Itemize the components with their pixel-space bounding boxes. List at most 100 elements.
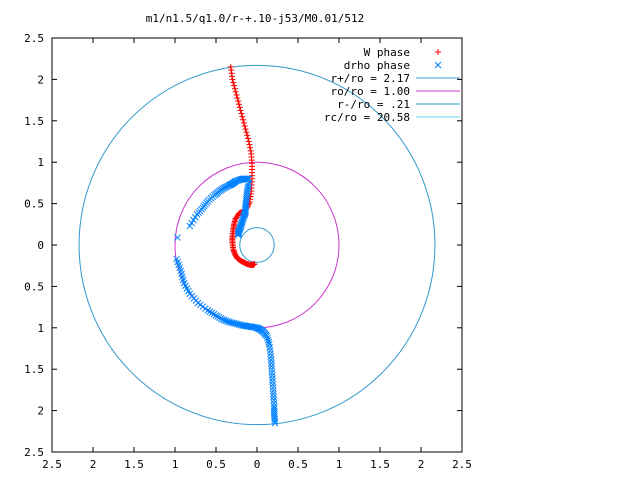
drho-phase-point: [270, 400, 278, 407]
drho-phase-point: [235, 229, 242, 237]
w-phase-point: [229, 76, 236, 83]
drho-phase-point: [188, 219, 195, 227]
drho-phase-point: [234, 177, 242, 184]
drho-phase-point: [265, 338, 273, 346]
y-tick-label: 2.5: [24, 446, 44, 459]
circle-4: [239, 227, 275, 263]
w-phase-point: [247, 147, 254, 154]
y-tick-label: 2: [37, 73, 44, 86]
w-phase-point: [240, 116, 247, 123]
drho-phase-point: [191, 213, 199, 221]
w-phase-point: [235, 98, 242, 105]
circle-2: [78, 64, 436, 426]
drho-phase-point: [210, 310, 218, 318]
x-tick-label: 1: [172, 458, 179, 471]
y-tick-label: 2: [37, 405, 44, 418]
w-phase-point: [251, 261, 258, 268]
legend-label: r+/ro = 2.17: [331, 72, 410, 85]
w-phase-point: [245, 138, 252, 145]
w-phase-point: [247, 144, 254, 151]
drho-phase-point: [236, 176, 243, 184]
drho-phase-point: [269, 375, 276, 382]
x-tick-label: 0.5: [288, 458, 308, 471]
drho-phase-point: [268, 362, 275, 370]
drho-phase-point: [268, 372, 276, 379]
drho-phase-point: [271, 419, 279, 427]
w-phase-point: [232, 88, 239, 95]
x-tick-label: 2.5: [42, 458, 62, 471]
w-phase-point: [231, 85, 238, 92]
drho-phase-point: [190, 216, 197, 224]
drho-phase-point: [206, 308, 214, 316]
drho-phase-point: [186, 222, 194, 230]
drho-phase-point: [234, 230, 242, 238]
drho-phase-point: [234, 231, 242, 239]
axis-ticks: 2.5 2 1.5 1 0.5 0 0.5 1 1.5 2 2.52.521.510.500.511…: [24, 32, 472, 471]
w-phase-point: [233, 214, 240, 221]
drho-phase-point: [264, 334, 271, 342]
y-tick-label: 0.5: [24, 198, 44, 211]
w-phase-point: [239, 113, 246, 120]
drho-phase-point: [204, 307, 212, 314]
drho-phase-point: [268, 365, 276, 373]
legend-marker: [434, 61, 442, 69]
drho-phase-point: [269, 384, 277, 392]
w-phase-point: [240, 119, 247, 126]
drho-phase-point: [268, 368, 276, 376]
phase-markers: [173, 63, 279, 427]
circle-3: [174, 161, 340, 329]
x-tick-label: 2: [418, 458, 425, 471]
chart-title: m1/n1.5/q1.0/r-+.10-j53/M0.01/512: [146, 12, 365, 25]
y-tick-label: 0: [37, 239, 44, 252]
w-phase-point: [242, 126, 249, 133]
w-phase-point: [237, 107, 244, 114]
legend-label: drho phase: [344, 59, 410, 72]
x-tick-label: 1.5: [124, 458, 144, 471]
w-phase-point: [234, 95, 241, 102]
x-tick-label: 0: [254, 458, 261, 471]
x-tick-label: 0.5: [206, 458, 226, 471]
w-phase-point: [231, 82, 238, 89]
drho-phase-point: [267, 356, 275, 364]
drho-phase-point: [270, 393, 277, 401]
y-tick-label: 1.5: [24, 115, 44, 128]
w-phase-point: [244, 132, 251, 139]
drho-phase-point: [269, 387, 277, 395]
legend-label: ro/ro = 1.00: [331, 85, 410, 98]
w-phase-point: [241, 122, 248, 129]
w-phase-point: [233, 91, 240, 98]
y-tick-label: 1: [37, 156, 44, 169]
drho-phase-point: [264, 336, 272, 344]
drho-phase-point: [269, 381, 277, 389]
legend-label: rc/ro = 20.58: [324, 111, 410, 124]
legend-label: r-/ro = .21: [337, 98, 410, 111]
drho-phase-point: [193, 211, 201, 218]
drho-phase-point: [267, 359, 275, 367]
w-phase-point: [230, 79, 237, 86]
drho-phase-point: [263, 332, 271, 340]
drho-phase-point: [271, 417, 279, 425]
drho-phase-point: [270, 396, 278, 404]
w-phase-point: [236, 104, 243, 111]
legend-label: W phase: [364, 46, 410, 59]
x-tick-label: 1: [336, 458, 343, 471]
w-phase-point: [246, 141, 253, 148]
drho-phase-point: [270, 390, 277, 398]
w-phase-point: [244, 135, 251, 142]
y-tick-label: 1.5: [24, 363, 44, 376]
y-tick-label: 1: [37, 322, 44, 335]
drho-phase-point: [208, 309, 216, 317]
legend-marker: [435, 49, 441, 55]
drho-phase-point: [269, 378, 276, 385]
w-phase-point: [243, 129, 250, 136]
x-tick-label: 2.5: [452, 458, 472, 471]
y-tick-label: 0.5: [24, 280, 44, 293]
x-tick-label: 1.5: [370, 458, 390, 471]
w-phase-point: [238, 110, 245, 117]
y-tick-label: 2.5: [24, 32, 44, 45]
x-tick-label: 2: [90, 458, 97, 471]
w-phase-point: [235, 101, 242, 108]
drho-phase-point: [237, 176, 244, 183]
